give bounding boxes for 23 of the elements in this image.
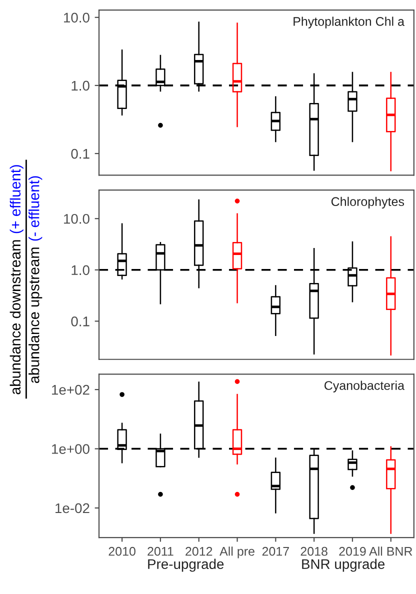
chart-title: Phytoplankton Chl a	[294, 16, 404, 28]
x-tick-label: All BNR	[369, 546, 412, 556]
y-tick-label: 1e-02	[56, 503, 90, 514]
y-tick-label: 0.1	[71, 148, 90, 159]
x-tick-label: 2011	[148, 546, 174, 556]
y-tick-label: 10.0	[64, 12, 90, 23]
y-tick-label: 1.0	[72, 265, 90, 276]
x-tick-label: 2010	[108, 546, 136, 556]
text: BNR upgrade	[302, 558, 385, 572]
text: Pre-upgrade	[148, 558, 224, 572]
y-tick-label: 0.1	[71, 316, 90, 326]
y-tick-label: 1.0	[72, 80, 90, 91]
x-tick-label: 2012	[186, 546, 212, 556]
x-tick-label: 2018	[300, 546, 328, 556]
chart-title: Cyanobacteria	[324, 380, 404, 392]
x-tick-label: 2019	[339, 546, 366, 556]
x-tick-label: 2017	[262, 546, 289, 556]
text: Chlorophytes	[331, 196, 404, 209]
y-tick-label: 10.0	[64, 214, 90, 224]
x-tick-label: All pre	[220, 546, 254, 558]
y-axis-title: abundance downstream (+ effluent) abundance upstream (- effluent)	[10, 165, 42, 394]
y-tick-label: 1e+02	[52, 384, 90, 395]
y-tick-label: 1e+00	[52, 444, 90, 454]
